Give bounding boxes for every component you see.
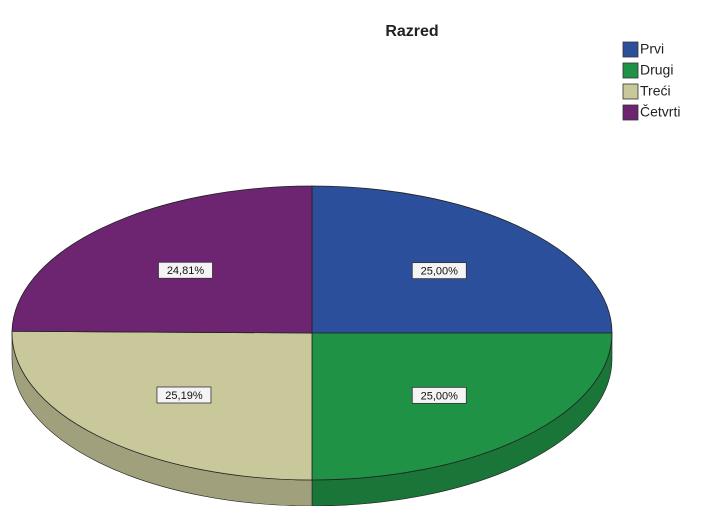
legend-swatch <box>622 41 639 58</box>
slice <box>11 185 313 334</box>
value-label: 25,19% <box>165 390 203 402</box>
label-box <box>158 261 213 279</box>
legend-swatch <box>622 83 639 100</box>
value-label: 25,00% <box>421 390 459 402</box>
slice <box>11 330 313 481</box>
value-label: 25,00% <box>421 266 459 278</box>
chart-title: Razred <box>385 23 438 40</box>
legend-label: Treći <box>640 83 671 99</box>
value-label: 24,81% <box>167 265 205 277</box>
label-box <box>411 262 467 280</box>
legend-label: Četvrti <box>640 104 680 120</box>
legend-label: Prvi <box>640 41 664 57</box>
slice <box>311 185 613 334</box>
slice <box>311 332 613 481</box>
legend-label: Drugi <box>640 62 673 78</box>
legend-swatch <box>622 62 639 79</box>
label-box <box>411 386 467 404</box>
label-box <box>156 386 212 404</box>
legend-swatch <box>622 104 639 121</box>
